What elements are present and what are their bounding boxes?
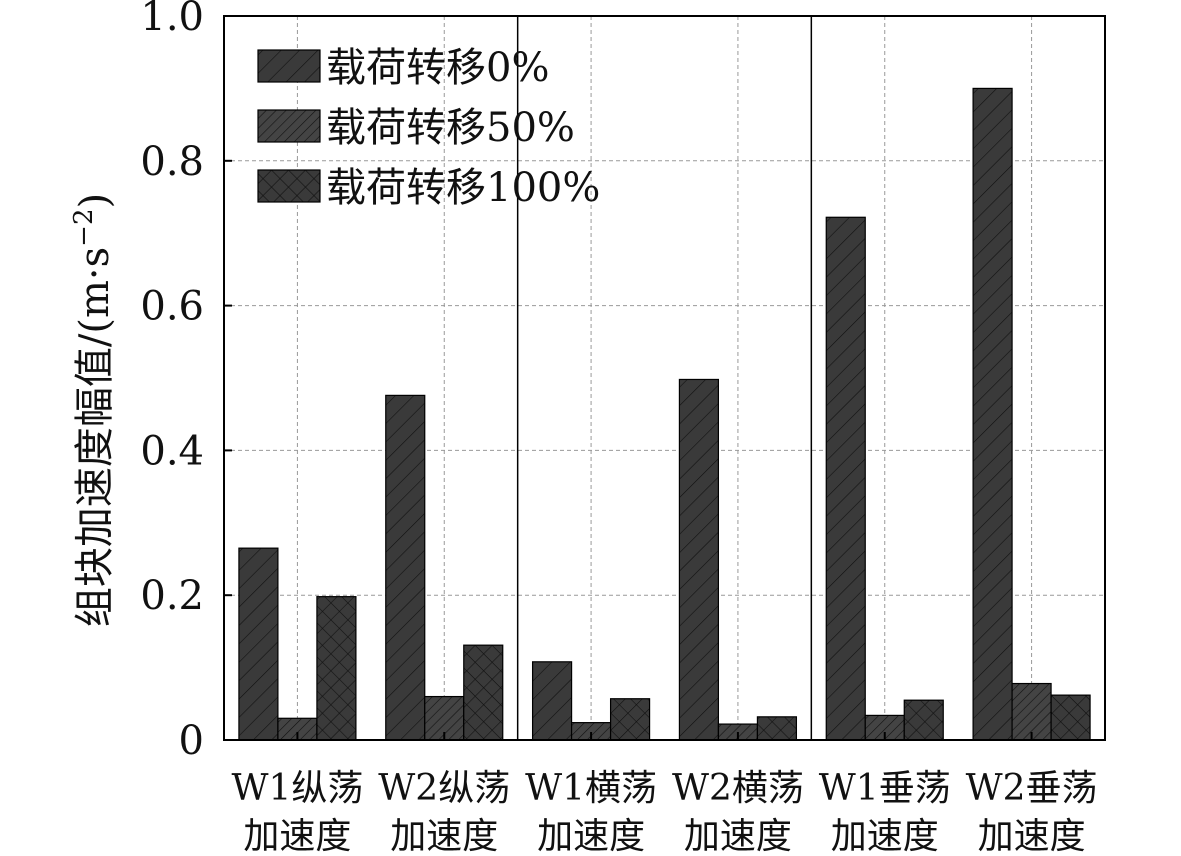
bar-3-5 [903, 699, 944, 741]
bar-1-1 [238, 547, 279, 741]
x-tick-label: W1横荡 [525, 768, 657, 809]
y-tick-label: 1.0 [140, 0, 204, 40]
y-tick-label: 0 [179, 718, 204, 764]
x-tick-label: 加速度 [537, 816, 645, 856]
bar-3-6 [1050, 694, 1091, 741]
y-axis-label-close: ) [72, 193, 118, 209]
x-tick-label: 加速度 [684, 816, 792, 856]
bars [238, 87, 1091, 741]
x-tick-label: W1纵荡 [231, 768, 363, 809]
legend: 载荷转移0% 载荷转移50% 载荷转移100% [257, 45, 600, 211]
x-tick-label: W2垂荡 [966, 768, 1098, 809]
x-tick-label: W1垂荡 [819, 768, 951, 809]
legend-swatch [257, 169, 321, 203]
y-axis-label-exponent: −2 [69, 209, 99, 247]
y-axis-label-text: 组块加速度幅值/(m·s [72, 247, 118, 627]
legend-swatch [257, 49, 321, 83]
y-axis-label: 组块加速度幅值/(m·s−2) [69, 193, 118, 627]
bar-1-6 [972, 87, 1013, 741]
x-tick-label: 加速度 [978, 816, 1086, 856]
bar-3-2 [463, 644, 504, 741]
y-axis-ticks: 0 0.2 0.4 0.6 0.8 1.0 [140, 0, 232, 764]
x-tick-label: 加速度 [390, 816, 498, 856]
legend-label: 载荷转移0% [326, 45, 549, 91]
bar-3-4 [756, 716, 798, 741]
plot-frame [223, 15, 1106, 741]
legend-label: 载荷转移100% [326, 165, 600, 211]
y-tick-label: 0.8 [140, 139, 204, 185]
bar-3-3 [609, 698, 651, 741]
bar-3-1 [316, 596, 357, 741]
group-separators [516, 16, 813, 740]
bar-2-6 [1011, 682, 1052, 741]
x-tick-label: W2纵荡 [378, 768, 510, 809]
legend-label: 载荷转移50% [326, 105, 575, 151]
x-tick-label: 加速度 [831, 816, 939, 856]
x-tick-label: W2横荡 [672, 768, 804, 809]
bar-1-4 [678, 378, 720, 741]
y-tick-label: 0.4 [140, 428, 204, 474]
bar-1-2 [385, 394, 426, 741]
bar-1-3 [531, 661, 573, 741]
legend-swatch [257, 109, 321, 143]
y-tick-label: 0.6 [140, 284, 204, 330]
x-axis-ticks: W1纵荡加速度W2纵荡加速度W1横荡加速度W2横荡加速度W1垂荡加速度W2垂荡加… [231, 732, 1098, 856]
grid-lines [224, 16, 1105, 740]
x-tick-label: 加速度 [243, 816, 351, 856]
y-tick-label: 0.2 [140, 573, 204, 619]
bar-1-5 [825, 216, 866, 741]
